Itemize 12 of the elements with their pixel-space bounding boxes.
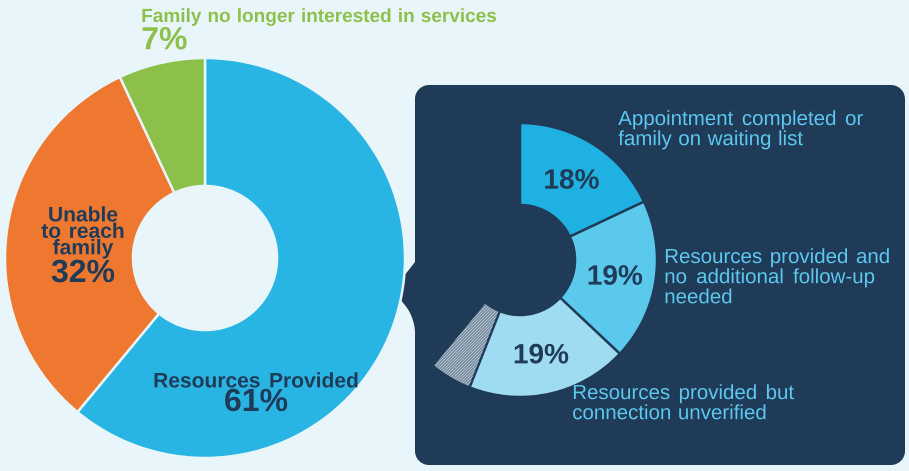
slice-label: Resources provided and no additional follow-up needed — [666, 248, 889, 304]
slice-label: Resources provided but connection unverified — [573, 384, 794, 420]
data-label: 19% — [588, 265, 642, 285]
slice-label: Family no longer interested in services — [142, 8, 496, 26]
data-label: 32% — [52, 260, 114, 282]
slice-label: Appointment completed or family on waiting list — [618, 110, 863, 150]
data-label: 61% — [225, 388, 288, 412]
data-label: 18% — [545, 169, 599, 189]
data-label: 19% — [514, 344, 568, 364]
data-label: 7% — [142, 27, 187, 50]
slice-label: Unable to reach family — [42, 206, 124, 259]
slice-label: Resources Provided — [154, 372, 358, 388]
